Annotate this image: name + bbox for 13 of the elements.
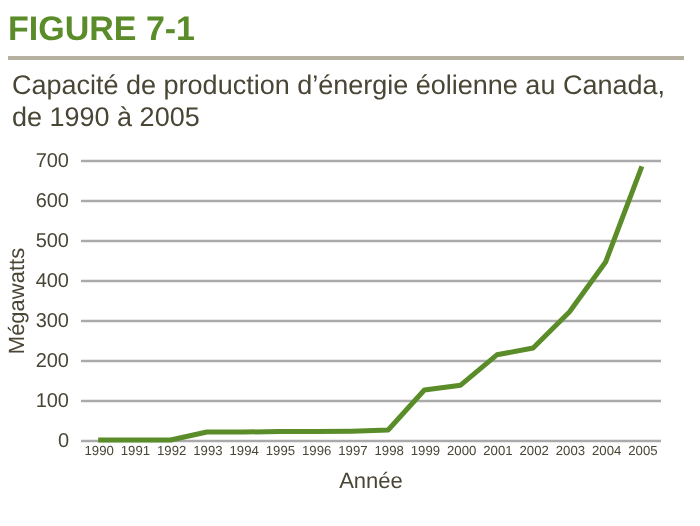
y-tick-label: 200: [35, 351, 70, 373]
y-tick-label: 0: [57, 431, 70, 453]
y-tick-label: 100: [35, 391, 70, 413]
chart-title: FIGURE 7-1: [8, 10, 684, 60]
y-tick-label: 500: [35, 231, 70, 253]
y-axis-title: Mégawatts: [5, 246, 30, 355]
x-axis-title: Année: [339, 470, 403, 495]
line-series: [95, 163, 645, 443]
y-tick-label: 400: [35, 271, 70, 293]
chart-subtitle: Capacité de production d’énergie éolienne au Canada, de 1990 à 2005: [12, 70, 667, 134]
y-tick-label: 700: [35, 151, 70, 173]
y-tick-label: 600: [35, 191, 70, 213]
y-tick-label: 300: [35, 311, 70, 333]
